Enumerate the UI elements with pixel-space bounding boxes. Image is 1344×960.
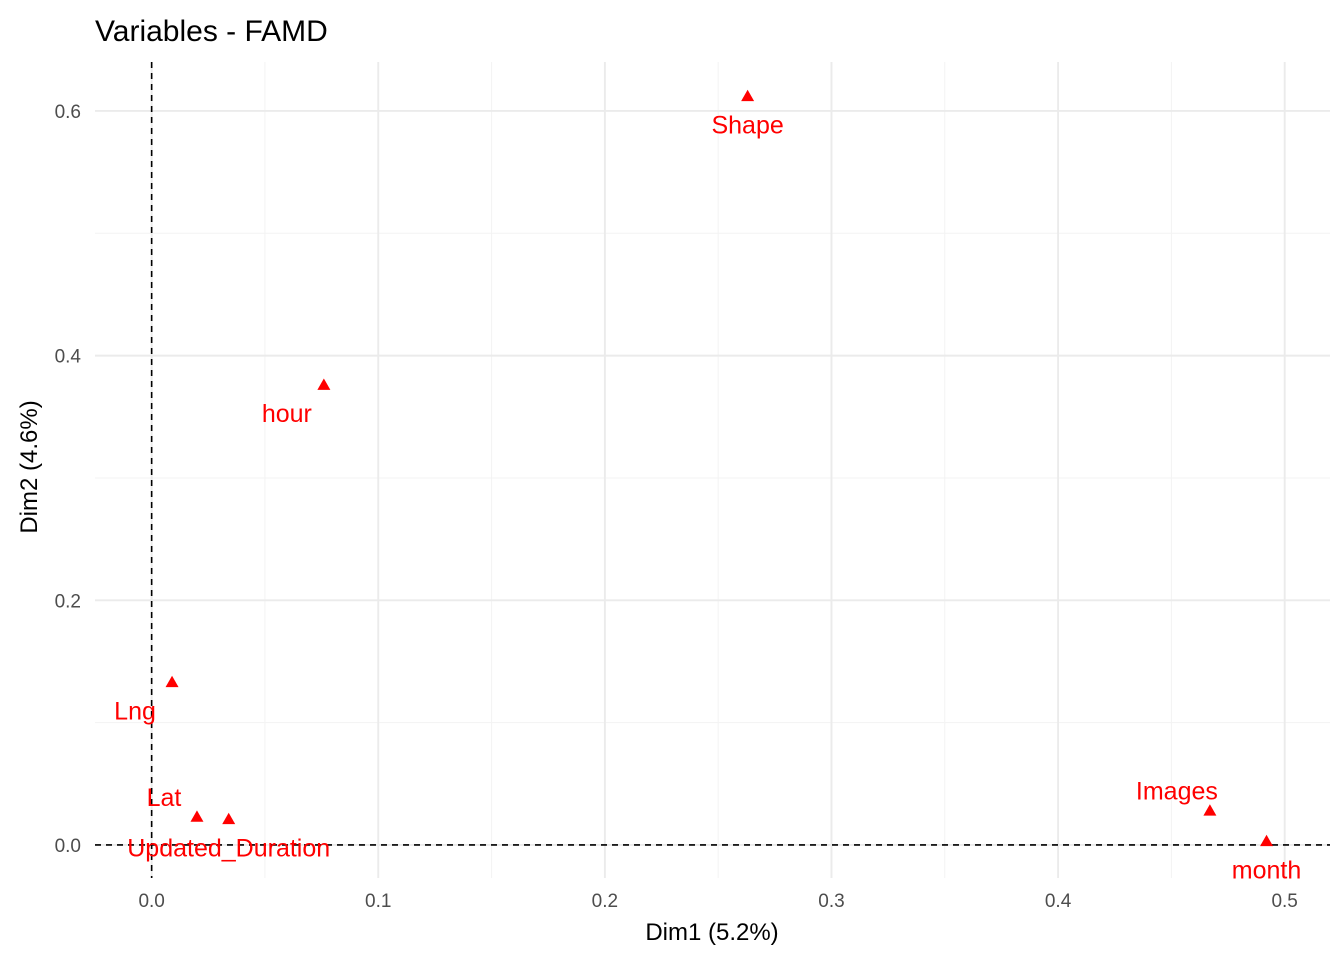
point-marker bbox=[190, 810, 204, 822]
point-label: hour bbox=[262, 400, 312, 428]
point-label: month bbox=[1232, 856, 1301, 884]
x-axis-title: Dim1 (5.2%) bbox=[645, 919, 778, 946]
x-tick-label: 0.0 bbox=[138, 891, 164, 912]
x-tick-label: 0.4 bbox=[1045, 891, 1072, 912]
y-tick-label: 0.0 bbox=[55, 836, 81, 857]
point-label: Shape bbox=[711, 111, 783, 139]
point-marker bbox=[317, 378, 331, 390]
y-tick-label: 0.6 bbox=[55, 102, 81, 123]
point-label: Lng bbox=[114, 697, 156, 725]
point-marker bbox=[165, 675, 179, 688]
minor-gridlines bbox=[95, 62, 1330, 878]
x-tick-label: 0.5 bbox=[1271, 891, 1297, 912]
x-axis-ticks: 0.0 0.1 0.2 0.3 0.4 0.5 bbox=[138, 891, 1297, 912]
y-axis-title: Dim2 (4.6%) bbox=[16, 400, 43, 533]
y-axis-ticks: 0.0 0.2 0.4 0.6 bbox=[55, 102, 82, 857]
point-marker bbox=[222, 812, 236, 825]
point-marker bbox=[1203, 804, 1217, 816]
x-tick-label: 0.2 bbox=[592, 891, 618, 912]
x-tick-label: 0.3 bbox=[818, 891, 844, 912]
data-points bbox=[165, 89, 1274, 847]
point-marker bbox=[741, 89, 755, 102]
point-label: Updated_Duration bbox=[127, 834, 330, 862]
y-tick-label: 0.2 bbox=[55, 591, 81, 612]
point-marker bbox=[1260, 834, 1274, 847]
major-gridlines bbox=[95, 62, 1330, 878]
y-tick-label: 0.4 bbox=[55, 347, 82, 368]
point-label: Lat bbox=[147, 784, 182, 812]
reference-lines bbox=[95, 62, 1330, 878]
point-label: Images bbox=[1136, 778, 1218, 806]
chart-title: Variables - FAMD bbox=[95, 15, 328, 48]
x-tick-label: 0.1 bbox=[365, 891, 391, 912]
point-labels: Shape hour Lng Lat Updated_Duration Images mon… bbox=[114, 111, 1301, 884]
